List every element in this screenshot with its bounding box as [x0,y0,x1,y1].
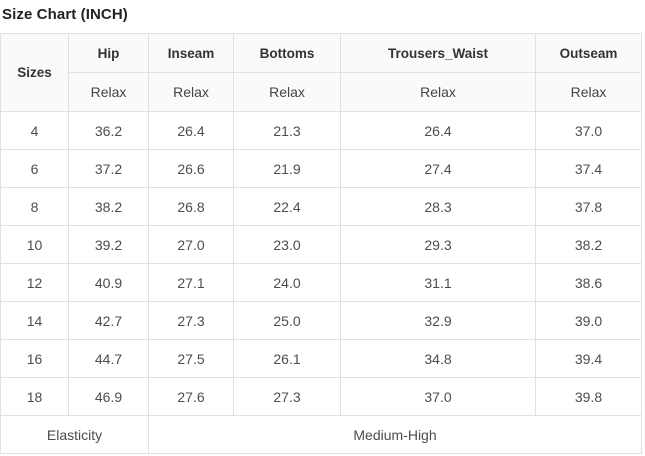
column-header-hip: Hip [68,33,149,73]
fit-subheader-inseam: Relax [148,72,234,112]
column-header-bottoms: Bottoms [233,33,341,73]
bottoms-cell: 21.3 [233,111,341,150]
trousers-waist-cell: 31.1 [340,263,536,302]
size-cell: 10 [0,225,69,264]
size-cell: 14 [0,301,69,340]
hip-cell: 40.9 [68,263,149,302]
outseam-cell: 39.8 [535,377,642,416]
size-cell: 18 [0,377,69,416]
inseam-cell: 27.6 [148,377,234,416]
column-header-inseam: Inseam [148,33,234,73]
column-header-trousers-waist: Trousers_Waist [340,33,536,73]
hip-cell: 37.2 [68,149,149,188]
bottoms-cell: 21.9 [233,149,341,188]
hip-cell: 46.9 [68,377,149,416]
table-row: 16 44.7 27.5 26.1 34.8 39.4 [0,339,642,378]
bottoms-cell: 26.1 [233,339,341,378]
table-row: 8 38.2 26.8 22.4 28.3 37.8 [0,187,642,226]
hip-cell: 36.2 [68,111,149,150]
trousers-waist-cell: 26.4 [340,111,536,150]
table-row: 14 42.7 27.3 25.0 32.9 39.0 [0,301,642,340]
hip-cell: 38.2 [68,187,149,226]
bottoms-cell: 25.0 [233,301,341,340]
outseam-cell: 38.6 [535,263,642,302]
inseam-cell: 27.3 [148,301,234,340]
size-cell: 16 [0,339,69,378]
hip-cell: 44.7 [68,339,149,378]
bottoms-cell: 22.4 [233,187,341,226]
inseam-cell: 27.1 [148,263,234,302]
outseam-cell: 38.2 [535,225,642,264]
outseam-cell: 39.0 [535,301,642,340]
bottoms-cell: 23.0 [233,225,341,264]
hip-cell: 42.7 [68,301,149,340]
trousers-waist-cell: 27.4 [340,149,536,188]
inseam-cell: 27.5 [148,339,234,378]
trousers-waist-cell: 32.9 [340,301,536,340]
inseam-cell: 26.4 [148,111,234,150]
size-cell: 4 [0,111,69,150]
outseam-cell: 37.8 [535,187,642,226]
size-cell: 6 [0,149,69,188]
page-title: Size Chart (INCH) [2,6,128,23]
table-row: 18 46.9 27.6 27.3 37.0 39.8 [0,377,642,416]
outseam-cell: 37.4 [535,149,642,188]
table-header-row: Sizes Hip Inseam Bottoms Trousers_Waist … [0,33,642,112]
trousers-waist-cell: 37.0 [340,377,536,416]
fit-subheader-bottoms: Relax [233,72,341,112]
table-row: 12 40.9 27.1 24.0 31.1 38.6 [0,263,642,302]
table-subheader-row: Relax Relax Relax Relax Relax [1,72,642,112]
inseam-cell: 26.6 [148,149,234,188]
elasticity-label: Elasticity [0,415,149,454]
table-row: 4 36.2 26.4 21.3 26.4 37.0 [0,111,642,150]
trousers-waist-cell: 29.3 [340,225,536,264]
elasticity-row: Elasticity Medium-High [0,415,642,454]
bottoms-cell: 24.0 [233,263,341,302]
inseam-cell: 27.0 [148,225,234,264]
size-cell: 8 [0,187,69,226]
outseam-cell: 37.0 [535,111,642,150]
inseam-cell: 26.8 [148,187,234,226]
column-header-outseam: Outseam [535,33,642,73]
outseam-cell: 39.4 [535,339,642,378]
size-cell: 12 [0,263,69,302]
elasticity-value: Medium-High [148,415,642,454]
hip-cell: 39.2 [68,225,149,264]
fit-subheader-outseam: Relax [535,72,642,112]
table-row: 6 37.2 26.6 21.9 27.4 37.4 [0,149,642,188]
trousers-waist-cell: 28.3 [340,187,536,226]
bottoms-cell: 27.3 [233,377,341,416]
column-header-sizes: Sizes [0,33,69,112]
table-row: 10 39.2 27.0 23.0 29.3 38.2 [0,225,642,264]
trousers-waist-cell: 34.8 [340,339,536,378]
fit-subheader-trousers-waist: Relax [340,72,536,112]
fit-subheader-hip: Relax [68,72,149,112]
size-chart-table: Sizes Hip Inseam Bottoms Trousers_Waist … [0,33,642,454]
